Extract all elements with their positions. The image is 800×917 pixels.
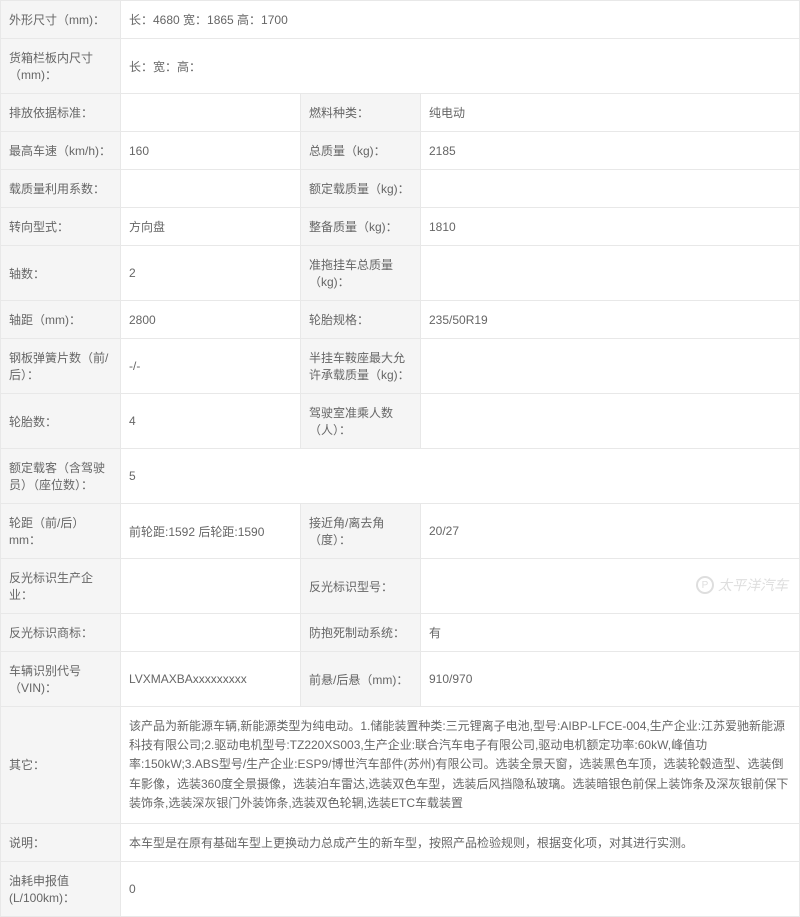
label-cell: 整备质量（kg)： (301, 208, 421, 246)
value-cell: 前轮距:1592 后轮距:1590 (121, 504, 301, 559)
table-row: 钢板弹簧片数（前/后）：-/-半挂车鞍座最大允许承载质量（kg)： (1, 339, 800, 394)
value-cell: 4 (121, 394, 301, 449)
label-cell: 驾驶室准乘人数（人）： (301, 394, 421, 449)
label-cell: 前悬/后悬（mm)： (301, 652, 421, 707)
table-row: 外形尺寸（mm)：长：4680 宽：1865 高：1700 (1, 1, 800, 39)
value-cell (121, 170, 301, 208)
label-cell: 准拖挂车总质量（kg)： (301, 246, 421, 301)
value-cell: 0 (121, 861, 800, 916)
label-cell: 轴数： (1, 246, 121, 301)
value-cell: 20/27 (421, 504, 800, 559)
spec-table: 外形尺寸（mm)：长：4680 宽：1865 高：1700货箱栏板内尺寸（mm)… (0, 0, 800, 917)
value-cell (421, 170, 800, 208)
value-cell: 5 (121, 449, 800, 504)
label-cell: 额定载客（含驾驶员）（座位数）： (1, 449, 121, 504)
label-cell: 额定载质量（kg)： (301, 170, 421, 208)
label-cell: 油耗申报值(L/100km)： (1, 861, 121, 916)
label-cell: 反光标识商标： (1, 614, 121, 652)
value-cell: 有 (421, 614, 800, 652)
value-cell: 2800 (121, 301, 301, 339)
value-cell: 2 (121, 246, 301, 301)
label-cell: 轴距（mm)： (1, 301, 121, 339)
label-cell: 车辆识别代号（VIN)： (1, 652, 121, 707)
value-cell (121, 614, 301, 652)
value-cell (121, 94, 301, 132)
value-cell: 910/970 (421, 652, 800, 707)
value-cell: 本车型是在原有基础车型上更换动力总成产生的新车型，按照产品检验规则，根据变化项，… (121, 823, 800, 861)
label-cell: 其它： (1, 707, 121, 824)
label-cell: 最高车速（km/h)： (1, 132, 121, 170)
label-cell: 接近角/离去角（度）： (301, 504, 421, 559)
table-row: 车辆识别代号（VIN)：LVXMAXBAxxxxxxxxx前悬/后悬（mm)：9… (1, 652, 800, 707)
value-cell: 长：4680 宽：1865 高：1700 (121, 1, 800, 39)
table-row: 油耗申报值(L/100km)：0 (1, 861, 800, 916)
value-cell: 方向盘 (121, 208, 301, 246)
watermark: P 太平洋汽车 (696, 575, 788, 595)
value-cell: 长：宽：高： (121, 39, 800, 94)
label-cell: 反光标识型号： (301, 559, 421, 614)
label-cell: 半挂车鞍座最大允许承载质量（kg)： (301, 339, 421, 394)
value-cell: 160 (121, 132, 301, 170)
label-cell: 转向型式： (1, 208, 121, 246)
value-cell (121, 559, 301, 614)
value-cell (421, 246, 800, 301)
value-cell: 235/50R19 (421, 301, 800, 339)
label-cell: 说明： (1, 823, 121, 861)
label-cell: 轮胎数： (1, 394, 121, 449)
label-cell: 燃料种类： (301, 94, 421, 132)
value-cell: 1810 (421, 208, 800, 246)
table-row: 说明：本车型是在原有基础车型上更换动力总成产生的新车型，按照产品检验规则，根据变… (1, 823, 800, 861)
value-cell: 该产品为新能源车辆,新能源类型为纯电动。1.储能装置种类:三元锂离子电池,型号:… (121, 707, 800, 824)
table-row: 轴距（mm)：2800轮胎规格：235/50R19 (1, 301, 800, 339)
label-cell: 排放依据标准： (1, 94, 121, 132)
label-cell: 轮距（前/后）mm： (1, 504, 121, 559)
value-cell: 纯电动 (421, 94, 800, 132)
label-cell: 反光标识生产企业： (1, 559, 121, 614)
table-row: 反光标识商标： 防抱死制动系统：有 (1, 614, 800, 652)
table-row: 最高车速（km/h)：160总质量（kg)：2185 (1, 132, 800, 170)
table-row: 轮胎数：4驾驶室准乘人数（人）： (1, 394, 800, 449)
label-cell: 轮胎规格： (301, 301, 421, 339)
label-cell: 载质量利用系数： (1, 170, 121, 208)
table-row: 额定载客（含驾驶员）（座位数）：5 (1, 449, 800, 504)
label-cell: 钢板弹簧片数（前/后）： (1, 339, 121, 394)
label-cell: 防抱死制动系统： (301, 614, 421, 652)
label-cell: 总质量（kg)： (301, 132, 421, 170)
table-row: 其它：该产品为新能源车辆,新能源类型为纯电动。1.储能装置种类:三元锂离子电池,… (1, 707, 800, 824)
table-row: 轮距（前/后）mm：前轮距:1592 后轮距:1590接近角/离去角（度）：20… (1, 504, 800, 559)
table-row: 载质量利用系数： 额定载质量（kg)： (1, 170, 800, 208)
value-cell (421, 394, 800, 449)
table-row: 货箱栏板内尺寸（mm)：长：宽：高： (1, 39, 800, 94)
label-cell: 外形尺寸（mm)： (1, 1, 121, 39)
table-row: 轴数：2准拖挂车总质量（kg)： (1, 246, 800, 301)
value-cell: LVXMAXBAxxxxxxxxx (121, 652, 301, 707)
table-row: 反光标识生产企业： 反光标识型号： (1, 559, 800, 614)
value-cell: -/- (121, 339, 301, 394)
watermark-brand: 太平洋汽车 (718, 575, 788, 595)
value-cell: 2185 (421, 132, 800, 170)
label-cell: 货箱栏板内尺寸（mm)： (1, 39, 121, 94)
watermark-icon: P (696, 576, 714, 594)
table-row: 排放依据标准： 燃料种类：纯电动 (1, 94, 800, 132)
table-row: 转向型式：方向盘整备质量（kg)：1810 (1, 208, 800, 246)
table-body: 外形尺寸（mm)：长：4680 宽：1865 高：1700货箱栏板内尺寸（mm)… (1, 1, 800, 917)
value-cell (421, 339, 800, 394)
